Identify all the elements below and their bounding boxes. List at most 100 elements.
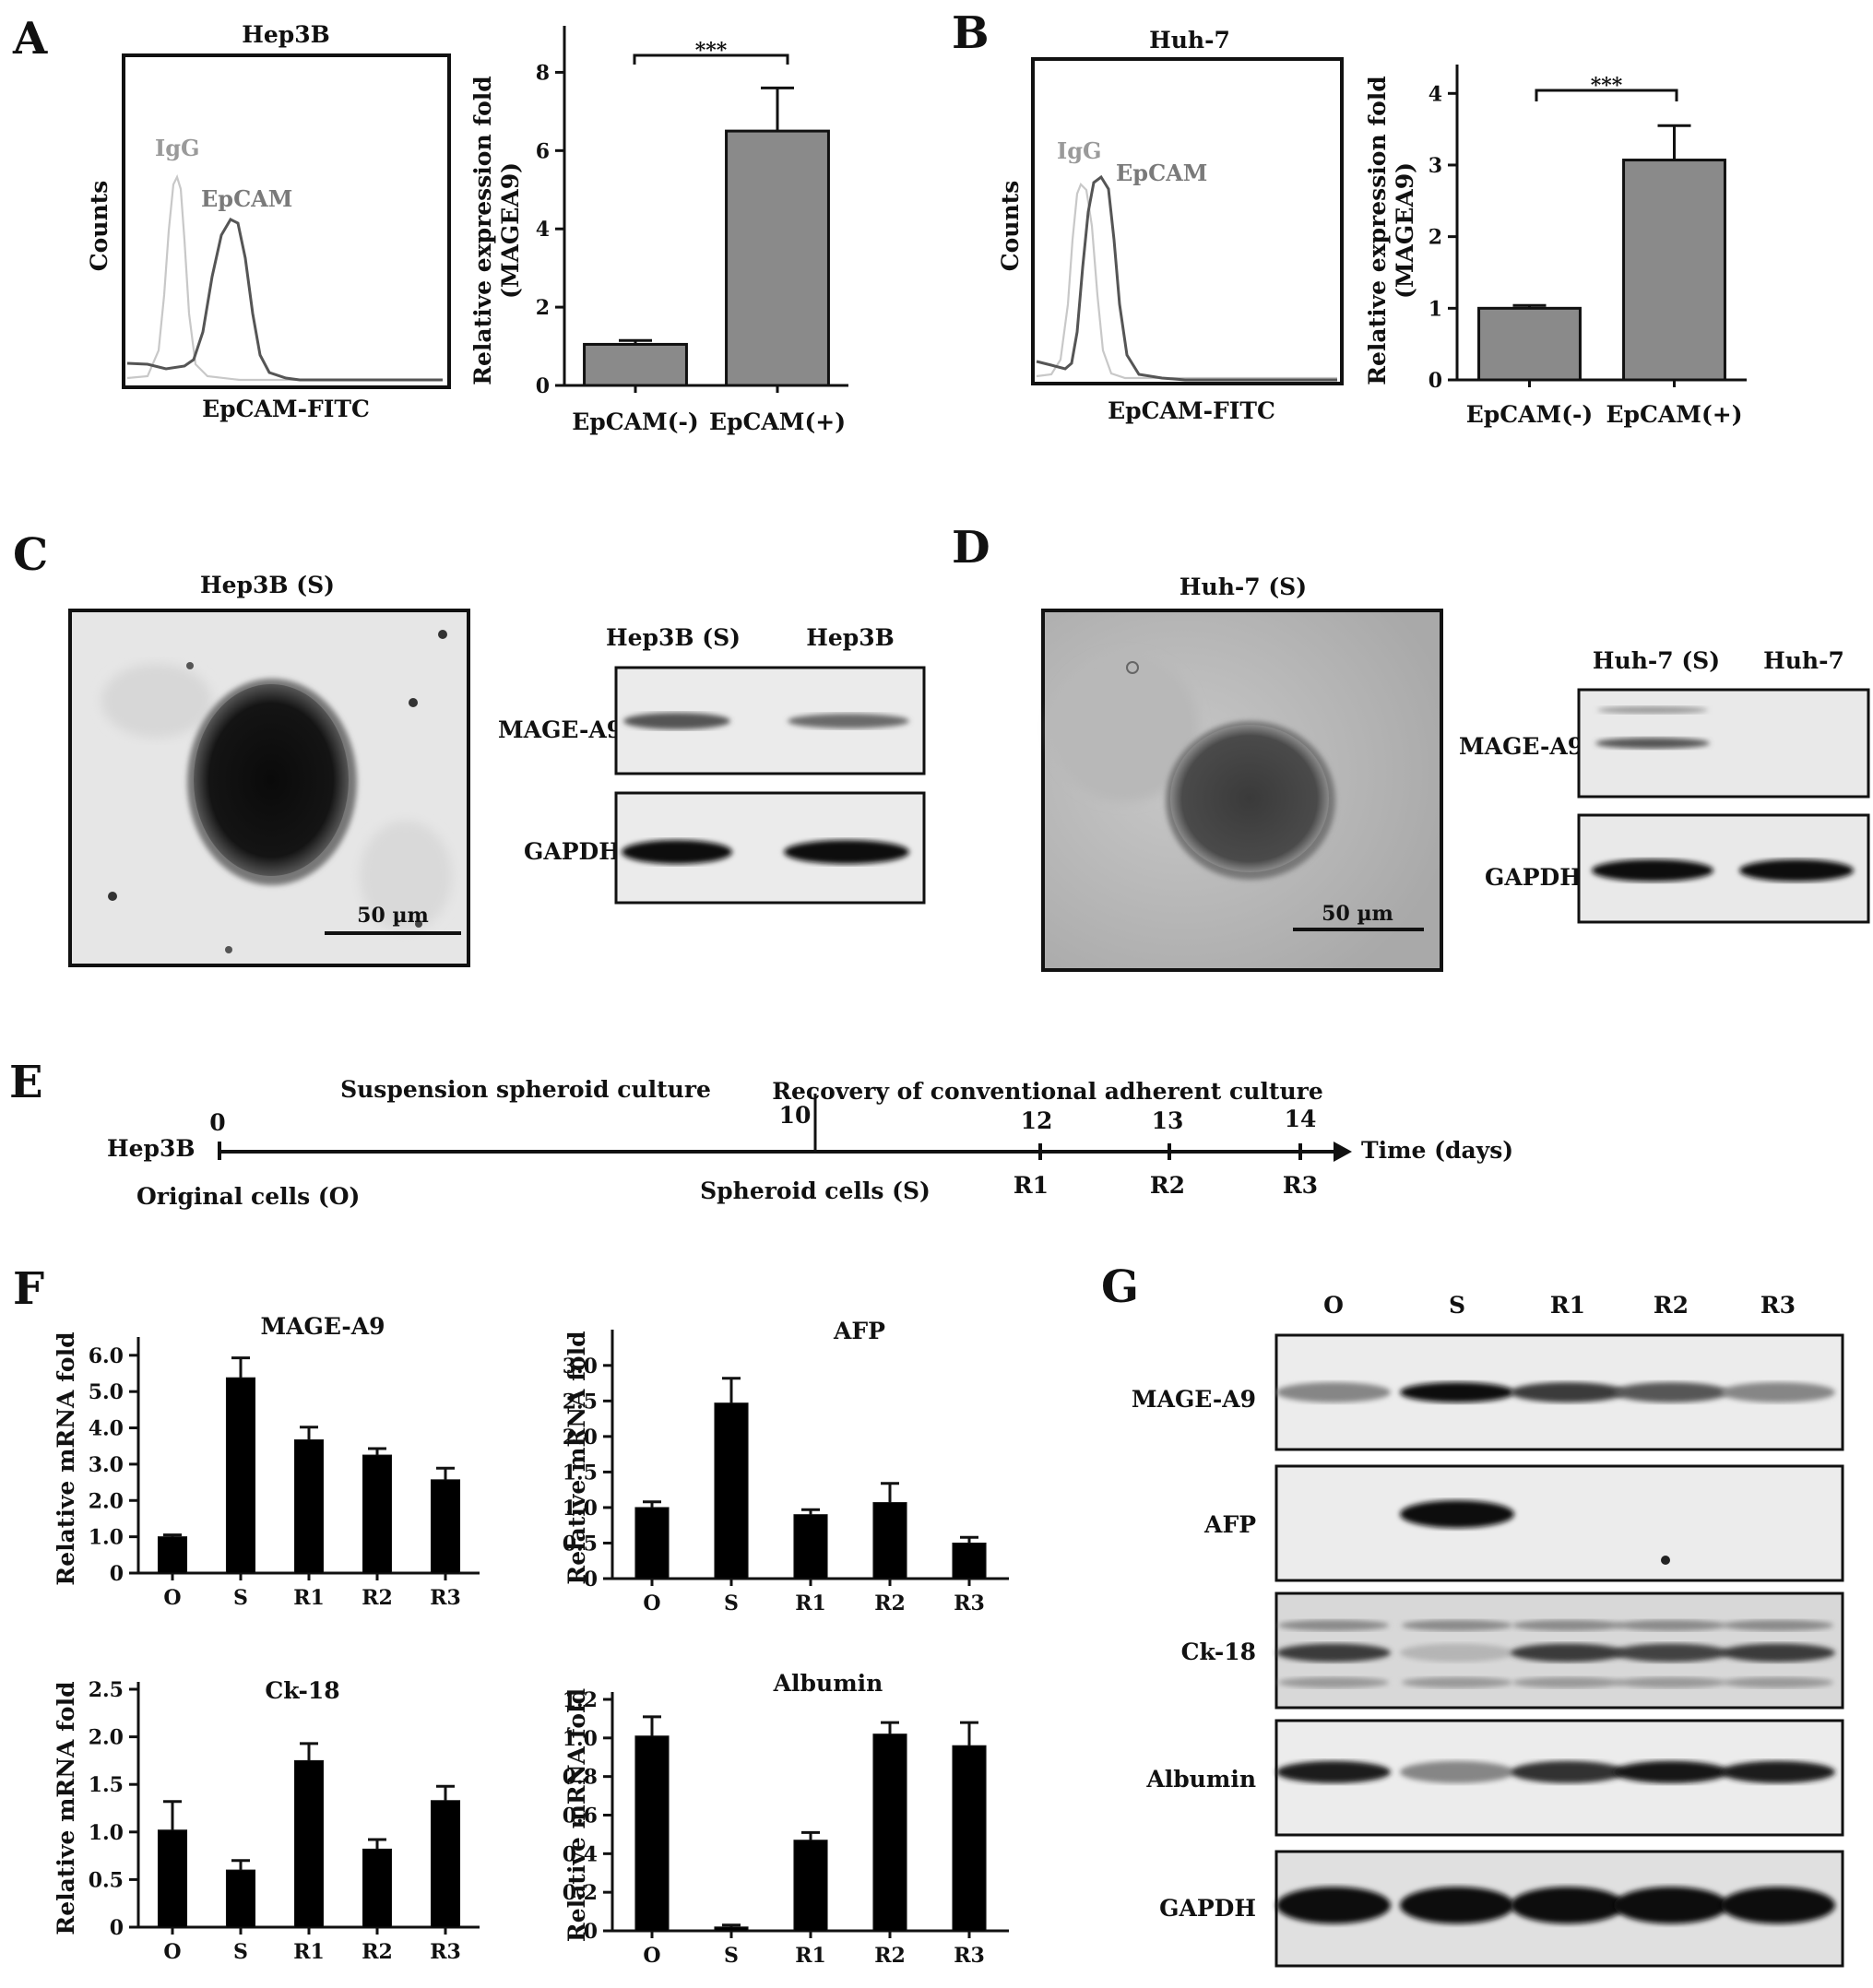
panel-letter-a: A	[12, 13, 48, 65]
panel-letter-f: F	[13, 1263, 44, 1315]
blot-g-row-label: Ck-18	[1181, 1639, 1256, 1665]
F-ck18-ytick-label: 0	[110, 1916, 124, 1940]
original-cells-label: Original cells (O)	[136, 1183, 360, 1210]
F-mage-bar	[430, 1479, 461, 1574]
blot-row-c-2: GAPDH	[524, 838, 621, 865]
blot-g-band	[1723, 1619, 1833, 1631]
F-afp-ytick-label: 3.0	[563, 1355, 598, 1379]
blot-g-band	[1400, 1887, 1514, 1924]
bar-chart-afp: 0 0.5 1.0 1.5 2.0 2.5 3.0 O S R1 R2 R3 AFP Relative m…	[563, 1318, 1009, 1615]
F-alb-xtick-label: R1	[795, 1944, 826, 1968]
A-bar-ytick-label: 8	[536, 61, 550, 85]
epcam-histogram-a	[126, 218, 443, 382]
F-alb-xtick-label: R3	[954, 1944, 985, 1968]
F-alb-xtick-label: R2	[874, 1944, 906, 1968]
blot-g-band	[1511, 1760, 1625, 1783]
B-bar-xtick-label: EpCAM(-)	[1466, 401, 1594, 428]
F-alb-ytick-label: 0.2	[563, 1881, 598, 1905]
F-ck18-xtick-label: R3	[430, 1940, 461, 1964]
panel-d: D Huh-7 (S) 50 µm Huh-7 (S) Huh-7 MAGE-A…	[952, 522, 1870, 972]
F-mage-bar	[362, 1454, 393, 1574]
F-afp-ytick-label: 2.0	[563, 1426, 598, 1450]
blot-g-band	[1276, 1887, 1391, 1924]
F-alb-title: Albumin	[773, 1670, 883, 1697]
bar-ylabel2-b: (MAGEA9)	[1392, 162, 1418, 299]
F-mage-ytick-label: 5.0	[89, 1380, 124, 1404]
F-alb-bar	[952, 1745, 987, 1932]
F-afp-ytick-label: 0.5	[563, 1532, 598, 1556]
F-afp-xtick-label: R2	[874, 1592, 906, 1615]
F-mage-ytick-label: 2.0	[89, 1489, 124, 1513]
blot-g-band	[1400, 1382, 1514, 1402]
F-afp-xtick-label: S	[724, 1592, 739, 1615]
blot-g-band	[1721, 1382, 1835, 1402]
F-alb-ytick-label: 0.4	[563, 1842, 598, 1866]
F-afp-bar	[872, 1502, 907, 1580]
A-bar-bar	[583, 342, 688, 387]
flow-ylabel-a: Counts	[86, 181, 113, 272]
bar-chart-ck18: 0 0.5 1.0 1.5 2.0 2.5 O S R1 R2 R3 Ck-18 Relative mR…	[53, 1677, 480, 1964]
F-mage-ytick-label: 3.0	[89, 1453, 124, 1477]
A-bar-ytick-label: 0	[536, 374, 550, 398]
flow-title-b: Huh-7	[1149, 27, 1230, 53]
blot-g-band	[1512, 1676, 1623, 1688]
western-blot-d	[1577, 688, 1870, 924]
blot-g-lane-label: R1	[1550, 1292, 1585, 1319]
bar-chart-b: 0 1 2 3 4 EpCAM(-) EpCAM(+)	[1428, 65, 1747, 428]
F-alb-xtick-label: S	[724, 1944, 739, 1968]
F-alb-bar	[634, 1735, 670, 1932]
F-alb-ytick-label: 0.6	[563, 1805, 598, 1828]
F-mage-ytick-label: 4.0	[89, 1417, 124, 1441]
F-mage-title: MAGE-A9	[260, 1313, 385, 1340]
blot-g-band	[1400, 1760, 1514, 1783]
panel-letter-d: D	[952, 522, 990, 574]
F-ck18-xtick-label: O	[163, 1940, 181, 1964]
panel-letter-g: G	[1101, 1261, 1139, 1313]
r1-label: R1	[1014, 1172, 1049, 1199]
r2-label: R2	[1150, 1172, 1185, 1199]
B-bar-ytick-label: 1	[1428, 297, 1442, 321]
igg-histogram-b	[1036, 183, 1337, 380]
F-afp-ytick-label: 1.0	[563, 1497, 598, 1521]
epcam-histogram-b	[1036, 174, 1337, 382]
F-ck18-ytick-label: 2.0	[89, 1726, 124, 1750]
igg-label-a: IgG	[155, 135, 200, 161]
blot-row-d-2: GAPDH	[1485, 864, 1582, 891]
bar-chart-a: 0 2 4 6 8 EpCAM(-) EpCAM(+)	[536, 26, 848, 435]
B-bar-bar	[1622, 159, 1726, 382]
panel-letter-e: E	[9, 1057, 43, 1108]
bar-ylabel1-b: Relative expression fold	[1364, 76, 1391, 385]
day-0: 0	[209, 1109, 225, 1136]
epcam-label-b: EpCAM	[1116, 160, 1207, 186]
spheroid-micrograph-d	[1041, 609, 1443, 972]
time-axis-label: Time (days)	[1361, 1137, 1513, 1164]
blot-g-band	[1614, 1760, 1728, 1783]
F-alb-bar	[793, 1840, 828, 1932]
timeline-arrowhead	[1334, 1142, 1352, 1162]
blot-g-row-label: MAGE-A9	[1132, 1386, 1256, 1413]
F-mage-ytick-label: 0	[110, 1562, 124, 1586]
blot-lane-c-2: Hep3B	[806, 624, 895, 651]
F-alb-ytick-label: 1.0	[563, 1727, 598, 1751]
F-afp-bar	[793, 1514, 828, 1580]
blot-g-band	[1276, 1760, 1391, 1783]
blot-g-band	[1614, 1643, 1728, 1663]
B-bar-ytick-label: 3	[1428, 154, 1442, 178]
blot-row-d-1: MAGE-A9	[1459, 733, 1583, 760]
bar-ylabel1-a: Relative expression fold	[469, 76, 496, 385]
F-mage-xtick-label: S	[233, 1586, 248, 1610]
F-ck18-ytick-label: 2.5	[89, 1678, 124, 1702]
blot-lane-d-2: Huh-7	[1763, 647, 1844, 674]
A-bar-ytick-label: 4	[536, 218, 550, 242]
F-mage-xtick-label: R2	[362, 1586, 393, 1610]
blot-g-speck	[1661, 1556, 1670, 1565]
bar-ylabel2-a: (MAGEA9)	[497, 162, 524, 299]
F-afp-ytick-label: 1.5	[563, 1461, 598, 1485]
F-afp-ylabel: Relative mRNA fold	[563, 1331, 590, 1584]
F-mage-bar	[225, 1377, 256, 1574]
F-afp-bar	[634, 1507, 670, 1580]
F-mage-ylabel: Relative mRNA fold	[53, 1331, 79, 1585]
blot-g-band	[1511, 1382, 1625, 1402]
F-afp-xtick-label: O	[643, 1592, 660, 1615]
